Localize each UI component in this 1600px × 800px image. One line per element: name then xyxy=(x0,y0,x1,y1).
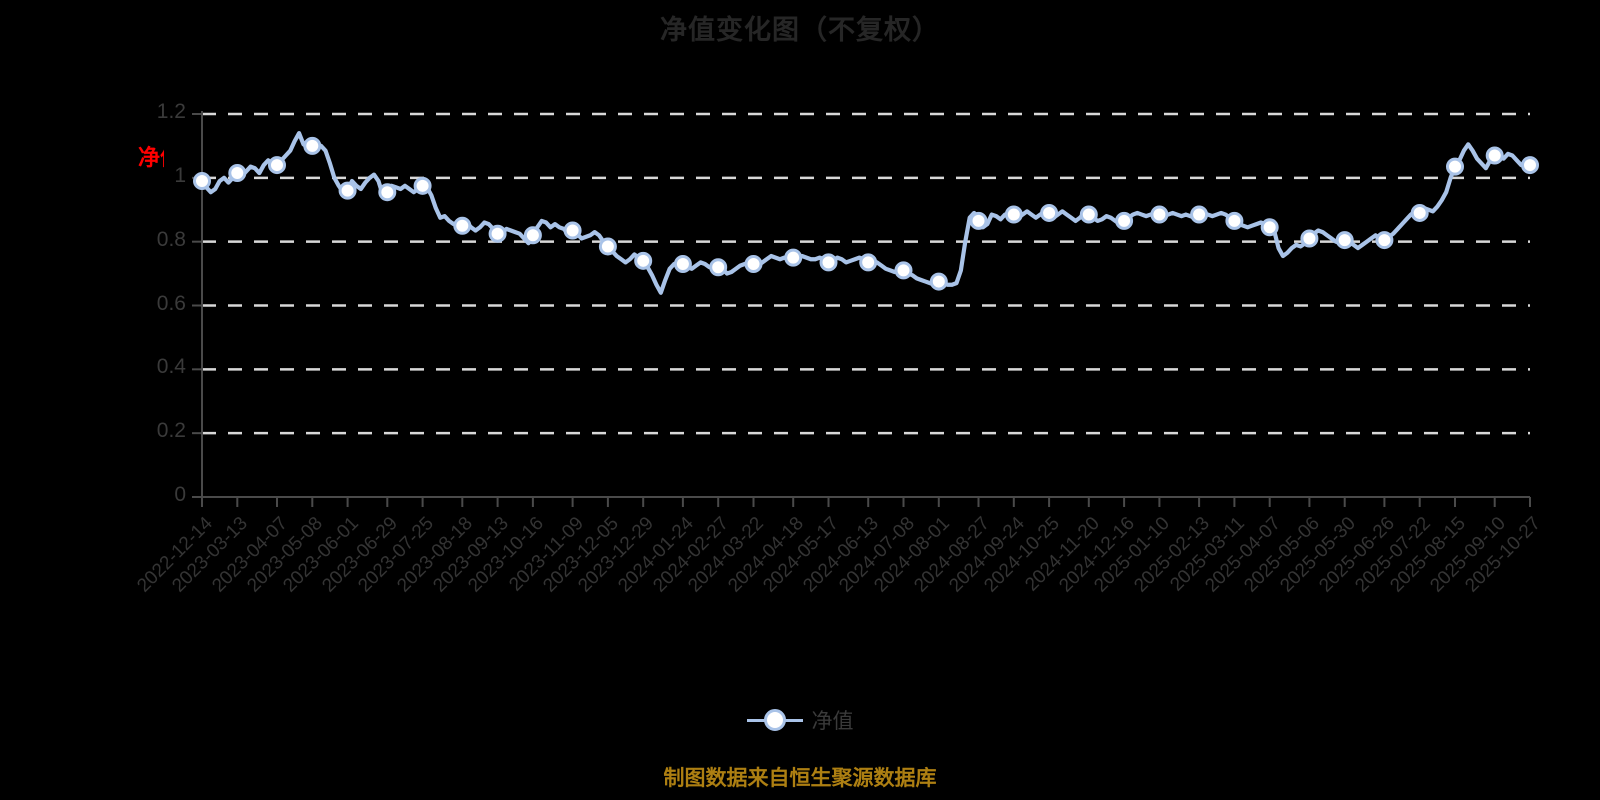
data-point-marker xyxy=(1375,231,1394,250)
data-point-marker xyxy=(338,181,357,200)
y-tick-label-0.8: 0.8 xyxy=(156,227,186,251)
data-point-marker xyxy=(268,156,287,175)
data-point-marker xyxy=(1335,231,1354,250)
data-point-marker xyxy=(1300,229,1319,248)
data-point-marker xyxy=(563,221,582,240)
y-axis-title-badge: 净值 xyxy=(138,145,164,168)
data-point-marker xyxy=(859,253,878,272)
data-point-marker xyxy=(1225,211,1244,230)
data-point-marker xyxy=(488,224,507,243)
data-point-marker xyxy=(413,176,432,195)
y-tick-label-1.2: 1.2 xyxy=(156,100,186,123)
data-point-marker xyxy=(784,248,803,267)
y-tick-label-0.4: 0.4 xyxy=(156,355,186,379)
data-point-marker xyxy=(1485,146,1504,165)
data-point-marker xyxy=(1260,218,1279,237)
data-point-marker xyxy=(303,136,322,155)
data-point-marker xyxy=(193,172,211,191)
data-point-marker xyxy=(378,183,397,202)
page-title: 净值变化图（不复权） xyxy=(660,15,940,45)
y-tick-label-1: 1 xyxy=(174,163,186,187)
data-point-marker xyxy=(929,272,948,291)
data-point-marker xyxy=(1079,205,1098,224)
data-point-marker xyxy=(1445,157,1464,176)
data-point-marker xyxy=(969,211,988,230)
data-point-marker xyxy=(1410,203,1429,222)
y-tick-label-0.6: 0.6 xyxy=(156,291,186,315)
legend-marker-net-value xyxy=(746,709,803,731)
data-point-marker xyxy=(673,255,692,274)
data-point-marker xyxy=(1190,205,1209,224)
data-point-marker xyxy=(1115,211,1134,230)
data-source-note: 制图数据来自恒生聚源数据库 xyxy=(663,767,937,790)
data-point-marker xyxy=(744,255,763,274)
y-tick-label-0.2: 0.2 xyxy=(156,419,186,443)
y-tick-label-0: 0 xyxy=(174,483,186,506)
data-point-marker xyxy=(894,261,913,280)
data-point-marker xyxy=(1040,203,1059,222)
data-point-marker xyxy=(709,258,728,277)
data-point-marker xyxy=(598,237,617,256)
data-point-marker xyxy=(634,251,653,270)
legend-dot-icon xyxy=(763,709,786,731)
data-point-marker xyxy=(1521,156,1539,175)
data-point-marker xyxy=(523,226,542,245)
data-point-marker xyxy=(453,216,472,235)
data-point-marker xyxy=(1004,205,1023,224)
chart-legend: 净值 xyxy=(0,705,1600,735)
data-point-marker xyxy=(819,253,838,272)
legend-label-net-value: 净值 xyxy=(811,710,854,733)
data-point-marker xyxy=(1150,205,1169,224)
data-point-marker xyxy=(228,164,247,183)
